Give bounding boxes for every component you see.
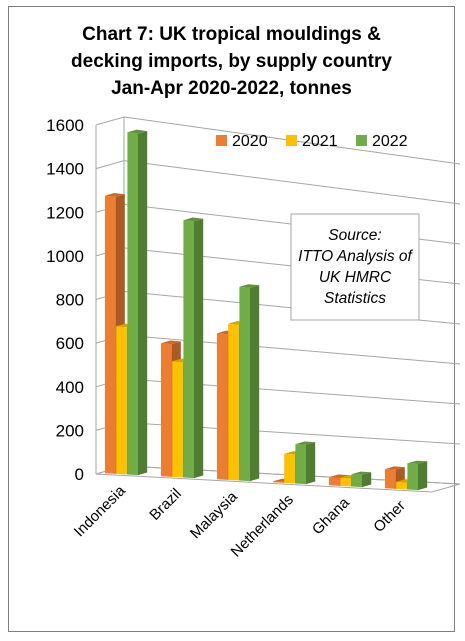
bar-front — [351, 474, 362, 488]
chart-title-line-2: decking imports, by supply country — [71, 51, 392, 72]
bar-side — [418, 461, 428, 491]
legend-swatch — [216, 135, 227, 146]
bar-front — [116, 326, 127, 475]
chart-title-line-3: Jan-Apr 2020-2022, tonnes — [111, 78, 352, 99]
bar-2022-other — [407, 460, 428, 491]
bar-top — [161, 340, 181, 345]
bar-top — [329, 474, 349, 478]
legend-swatch — [356, 135, 367, 146]
source-text: Statistics — [324, 290, 386, 307]
bar-front — [172, 361, 183, 478]
gridline — [95, 421, 461, 445]
bar-top — [351, 471, 372, 475]
category-label: Ghana — [309, 494, 353, 538]
bar-2020-other — [385, 466, 405, 489]
bar-front — [161, 343, 172, 477]
bar-front — [228, 323, 239, 481]
y-tick-label: 1600 — [46, 116, 84, 135]
bar-front — [385, 469, 396, 489]
bar-top — [407, 460, 428, 464]
source-text: ITTO Analysis of — [298, 248, 413, 265]
bar-2022-ghana — [351, 471, 372, 488]
bar-top — [127, 129, 148, 134]
bar-side — [306, 442, 316, 485]
y-tick-label: 200 — [56, 421, 84, 440]
bar-front — [284, 453, 295, 484]
gridline — [95, 160, 461, 205]
bar-side — [362, 472, 372, 488]
bar-front — [407, 463, 418, 491]
category-label: Malaysia — [187, 488, 241, 542]
bar-front — [329, 477, 340, 486]
bar-top — [105, 193, 125, 197]
legend-label: 2020 — [232, 133, 268, 150]
gridline — [95, 378, 461, 405]
source-text: Source: — [328, 227, 381, 244]
bar-front — [273, 481, 284, 483]
bar-2022-netherlands — [295, 441, 316, 485]
bar-side — [194, 218, 204, 479]
gridline — [95, 334, 461, 365]
chart-title-line-1: Chart 7: UK tropical mouldings & — [82, 24, 381, 45]
bar-side — [138, 131, 148, 476]
bar-front — [217, 333, 228, 480]
bar-2022-brazil — [183, 217, 204, 479]
bar-top — [295, 441, 316, 445]
bar-top — [239, 284, 260, 288]
category-label: Brazil — [146, 485, 185, 524]
y-tick-label: 1200 — [46, 203, 84, 222]
source-text: UK HMRC — [319, 269, 392, 286]
bar-front — [105, 195, 116, 474]
category-label: Indonesia — [71, 482, 129, 540]
bar-front — [239, 286, 250, 482]
bar-front — [127, 132, 138, 476]
bar-front — [396, 481, 407, 490]
bar-top — [183, 217, 204, 222]
y-tick-label: 1400 — [46, 160, 84, 179]
bar-front — [295, 444, 306, 485]
y-tick-label: 0 — [75, 465, 84, 484]
y-tick-label: 800 — [56, 291, 84, 310]
source-box — [290, 213, 420, 321]
y-tick-label: 600 — [56, 334, 84, 353]
legend-label: 2022 — [372, 133, 408, 150]
category-label: Other — [370, 497, 409, 536]
bar-2022-indonesia — [127, 129, 148, 476]
chart-title: Chart 7: UK tropical mouldings & decking… — [9, 21, 454, 102]
legend-swatch — [286, 135, 297, 146]
y-tick-label: 1000 — [46, 247, 84, 266]
bar-2022-malaysia — [239, 284, 260, 482]
y-tick-label: 400 — [56, 378, 84, 397]
bar-front — [340, 477, 351, 487]
legend-label: 2021 — [302, 133, 338, 150]
bar-side — [250, 285, 260, 482]
bar-top — [385, 466, 405, 470]
bar-front — [183, 220, 194, 479]
